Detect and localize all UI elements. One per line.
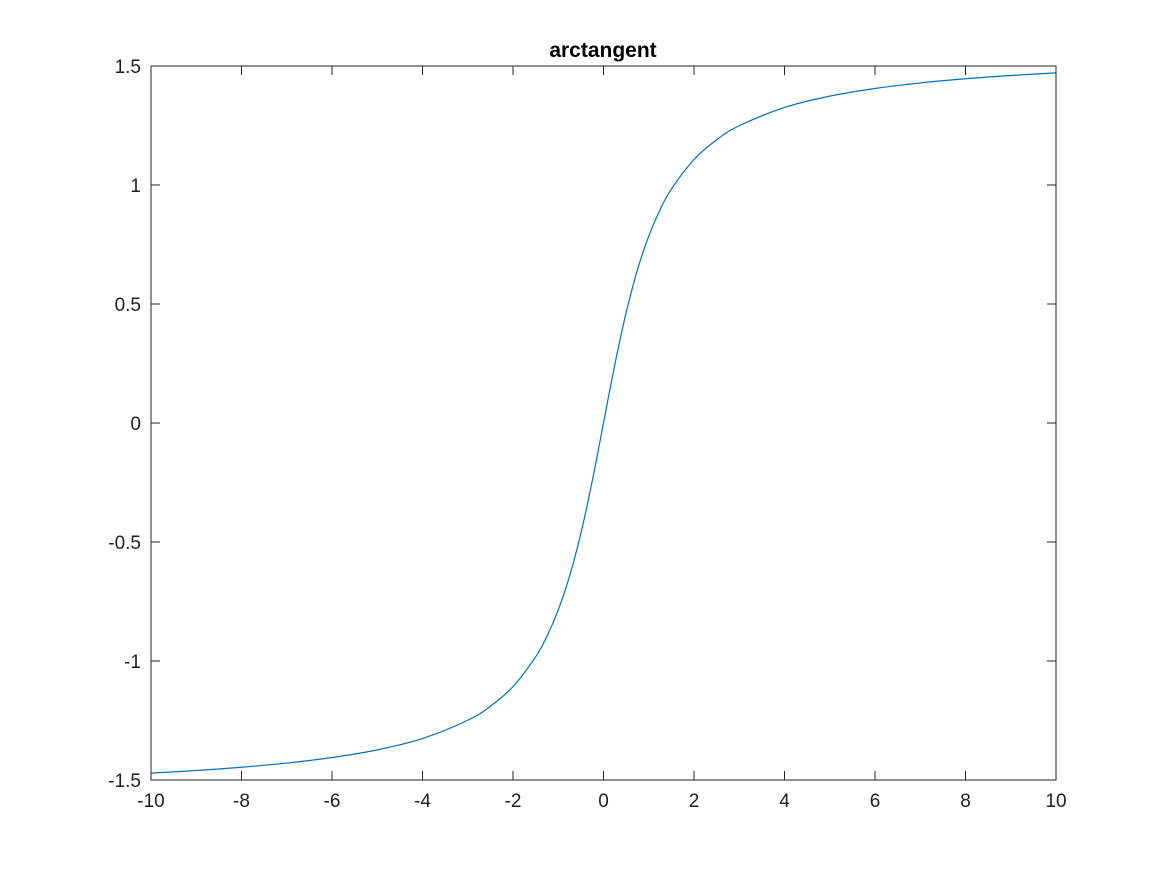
x-tick-label: 10 — [1045, 791, 1066, 812]
x-tick-label: -2 — [505, 791, 522, 812]
chart-title: arctangent — [549, 39, 656, 62]
y-tick-label: -1.5 — [108, 771, 141, 792]
x-tick-label: 6 — [870, 791, 881, 812]
x-tick-label: 8 — [960, 791, 971, 812]
x-tick-label: -4 — [414, 791, 431, 812]
plot-series — [150, 72, 1057, 774]
y-tick-label: 1.5 — [115, 57, 141, 78]
x-tick-label: 0 — [598, 791, 609, 812]
y-tick-label: 0.5 — [115, 295, 141, 316]
y-tick-label: 0 — [130, 414, 141, 435]
series-line — [150, 72, 1057, 774]
x-tick-label: -6 — [324, 791, 341, 812]
x-tick-label: -10 — [137, 791, 164, 812]
x-tick-label: -8 — [233, 791, 250, 812]
y-tick-label: 1 — [130, 176, 141, 197]
y-tick-label: -1 — [124, 652, 141, 673]
axes-box — [150, 65, 1057, 781]
x-tick-label: 4 — [779, 791, 790, 812]
x-tick-label: 2 — [689, 791, 700, 812]
y-tick-label: -0.5 — [108, 533, 141, 554]
tick-labels: -10 -8 -6 -4 -2 0 2 4 6 8 10 -1.5 -1 -0.5 0 0.5 1 1.5 — [108, 57, 1066, 812]
